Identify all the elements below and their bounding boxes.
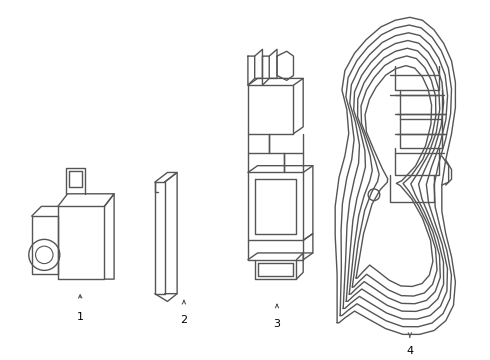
- Text: 2: 2: [180, 315, 188, 325]
- Text: 1: 1: [76, 312, 84, 322]
- Text: 3: 3: [273, 319, 280, 329]
- Text: 4: 4: [406, 346, 414, 356]
